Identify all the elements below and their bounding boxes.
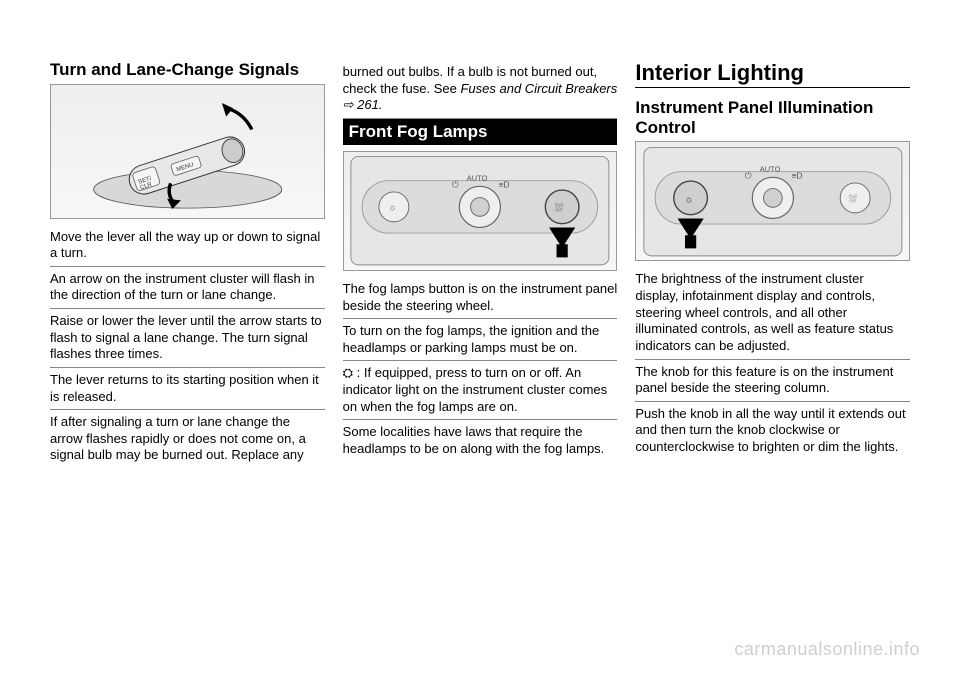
para-move-lever: Move the lever all the way up or down to… bbox=[50, 225, 325, 267]
para-fog-laws: Some localities have laws that require t… bbox=[343, 420, 618, 461]
para-burned-out: burned out bulbs. If a bulb is not burne… bbox=[343, 60, 618, 119]
para-fog-ignition: To turn on the fog lamps, the ignition a… bbox=[343, 319, 618, 361]
svg-text:≡D: ≡D bbox=[791, 170, 802, 180]
heading-turn-lane: Turn and Lane-Change Signals bbox=[50, 60, 325, 80]
fog-icon: ⛭ : bbox=[343, 365, 361, 380]
heading-illumination-control: Instrument Panel Illumination Control bbox=[635, 98, 910, 137]
figure-illumination-panel: ☼ AUTO ⏻ ≡D ⛆ bbox=[635, 141, 910, 261]
para-knob-location: The knob for this feature is on the inst… bbox=[635, 360, 910, 402]
svg-text:≡D: ≡D bbox=[499, 179, 510, 189]
para-push-knob: Push the knob in all the way until it ex… bbox=[635, 402, 910, 460]
para-brightness-adjust: The brightness of the instrument cluster… bbox=[635, 267, 910, 359]
svg-text:AUTO: AUTO bbox=[760, 164, 781, 173]
para-fog-equipped: ⛭ : If equipped, press to turn on or off… bbox=[343, 361, 618, 420]
illumination-panel-illustration: ☼ AUTO ⏻ ≡D ⛆ bbox=[642, 145, 904, 258]
heading-front-fog-lamps: Front Fog Lamps bbox=[343, 119, 618, 145]
svg-text:⛆: ⛆ bbox=[555, 203, 564, 215]
para-after-signaling: If after signaling a turn or lane change… bbox=[50, 410, 325, 468]
svg-text:☼: ☼ bbox=[388, 203, 397, 213]
column-2: burned out bulbs. If a bulb is not burne… bbox=[343, 60, 618, 468]
svg-text:⏻: ⏻ bbox=[452, 179, 459, 189]
fog-panel-illustration: ☼ AUTO ⏻ ≡D ⛆ bbox=[349, 154, 611, 267]
column-1: Turn and Lane-Change Signals SET/ CLR ME… bbox=[50, 60, 325, 468]
column-3: Interior Lighting Instrument Panel Illum… bbox=[635, 60, 910, 468]
manual-page: Turn and Lane-Change Signals SET/ CLR ME… bbox=[0, 0, 960, 498]
para-lever-returns: The lever returns to its starting positi… bbox=[50, 368, 325, 410]
para-raise-lower: Raise or lower the lever until the arrow… bbox=[50, 309, 325, 368]
svg-text:⛆: ⛆ bbox=[848, 194, 856, 205]
svg-text:⏻: ⏻ bbox=[745, 170, 752, 180]
para-arrow-cluster: An arrow on the instrument cluster will … bbox=[50, 267, 325, 309]
svg-text:AUTO: AUTO bbox=[467, 174, 488, 183]
heading-interior-lighting: Interior Lighting bbox=[635, 60, 910, 88]
figure-turn-signal-lever: SET/ CLR MENU bbox=[50, 84, 325, 219]
para-fog-button-location: The fog lamps button is on the instrumen… bbox=[343, 277, 618, 319]
text-fog-equipped: If equipped, press to turn on or off. An… bbox=[343, 365, 607, 413]
figure-fog-lamp-panel: ☼ AUTO ⏻ ≡D ⛆ bbox=[343, 151, 618, 271]
watermark: carmanualsonline.info bbox=[734, 639, 920, 660]
lever-illustration: SET/ CLR MENU bbox=[65, 91, 310, 211]
svg-text:☼: ☼ bbox=[684, 194, 693, 205]
